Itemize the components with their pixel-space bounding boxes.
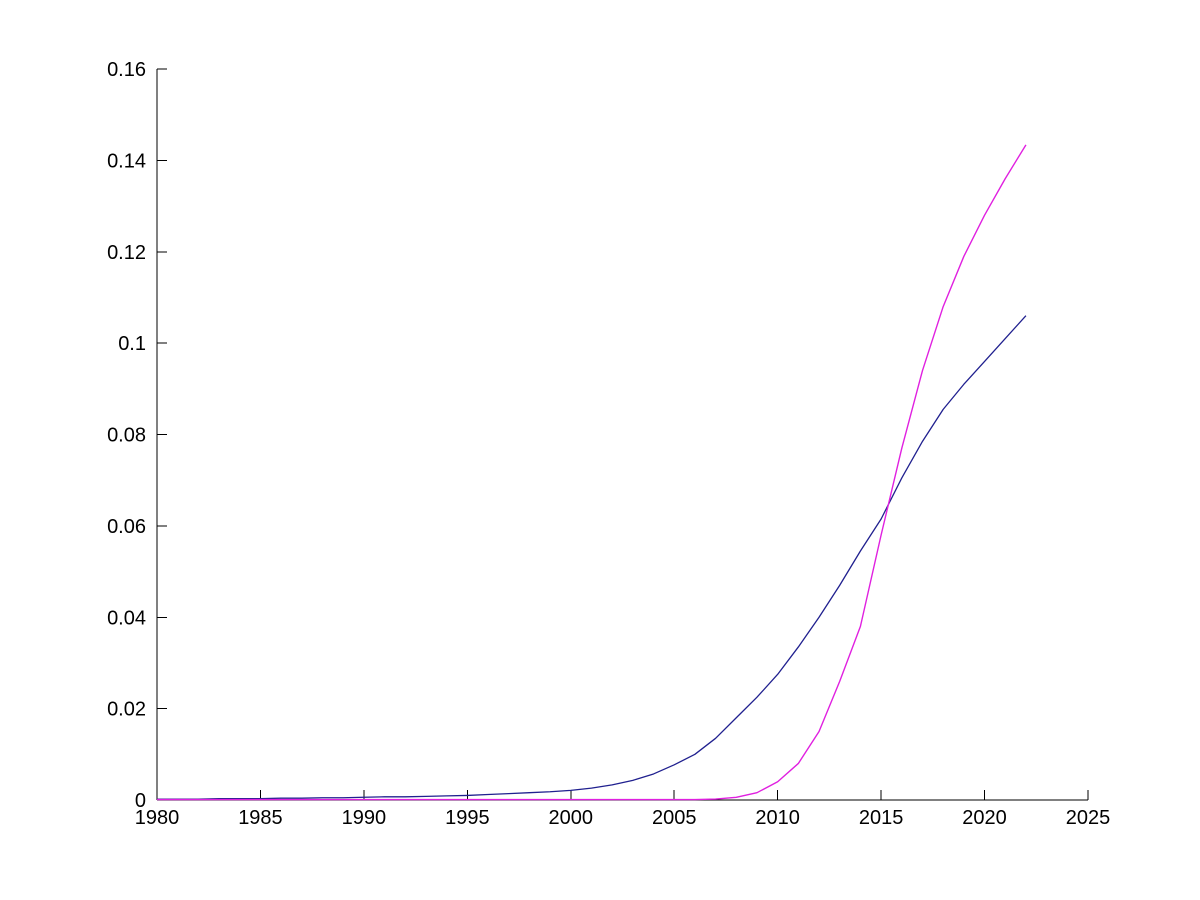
y-tick-label: 0.14 bbox=[107, 150, 146, 172]
y-tick-label: 0.08 bbox=[107, 425, 146, 447]
y-tick-label: 0.02 bbox=[107, 699, 146, 721]
x-tick-label: 1980 bbox=[135, 807, 180, 829]
series-blue-line bbox=[157, 315, 1027, 800]
y-tick-label: 0.12 bbox=[107, 242, 146, 264]
y-tick-label: 0.16 bbox=[107, 59, 146, 81]
x-tick-label: 2010 bbox=[755, 807, 800, 829]
x-tick-label: 2015 bbox=[859, 807, 904, 829]
series-magenta-line bbox=[157, 144, 1027, 801]
y-tick-label: 0.06 bbox=[107, 516, 146, 538]
x-tick-label: 2000 bbox=[549, 807, 594, 829]
y-tick-label: 0.04 bbox=[107, 607, 146, 629]
x-tick-label: 2020 bbox=[962, 807, 1007, 829]
x-tick-label: 1990 bbox=[342, 807, 387, 829]
y-tick-label: 0.1 bbox=[118, 333, 146, 355]
y-tick-label: 0 bbox=[135, 790, 146, 812]
x-tick-label: 1995 bbox=[445, 807, 490, 829]
x-tick-label: 1985 bbox=[238, 807, 283, 829]
x-tick-label: 2025 bbox=[1066, 807, 1111, 829]
x-tick-label: 2005 bbox=[652, 807, 697, 829]
